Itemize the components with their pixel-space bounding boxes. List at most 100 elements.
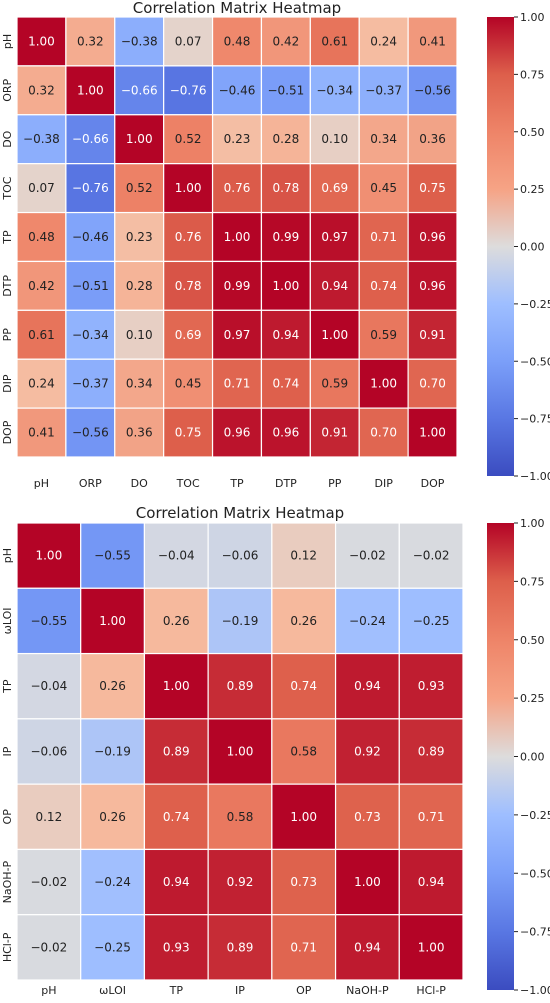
heatmap-cell	[16, 114, 67, 165]
cell-value-label: 0.74	[290, 679, 317, 693]
cell-value-label: 0.24	[28, 377, 55, 391]
cell-value-label: 1.00	[370, 377, 397, 391]
heatmap-cell	[260, 211, 311, 263]
colorbar-tick-label: −0.75	[520, 413, 550, 426]
heatmap-cell	[407, 358, 458, 409]
y-tick-label: ORP	[1, 79, 14, 102]
cell-value-label: 0.99	[273, 230, 300, 244]
heatmap-cell	[16, 16, 67, 67]
cell-value-label: −0.19	[222, 614, 259, 628]
cell-value-label: 0.78	[175, 279, 202, 293]
cell-value-label: 1.00	[77, 83, 104, 97]
cell-value-label: −0.56	[414, 83, 451, 97]
cell-value-label: 0.52	[126, 181, 153, 195]
heatmap-cell	[16, 914, 82, 981]
cell-value-label: 0.71	[370, 230, 397, 244]
cell-value-label: 0.94	[354, 679, 381, 693]
x-tick-label: DO	[131, 477, 148, 490]
heatmap-cell	[114, 260, 165, 311]
cell-value-label: 0.28	[273, 132, 300, 146]
heatmap-cell	[143, 652, 209, 720]
heatmap-cell	[163, 211, 214, 263]
cell-value-label: 0.92	[227, 875, 254, 889]
heatmap-cell	[80, 914, 146, 981]
heatmap-cell	[271, 783, 337, 851]
cell-value-label: −0.56	[72, 426, 109, 440]
heatmap-cell	[143, 718, 209, 785]
heatmap-cell	[65, 16, 116, 67]
colorbar-tick-label: 1.00	[520, 517, 545, 530]
heatmap-cell	[398, 587, 464, 655]
heatmap-cell	[271, 652, 337, 720]
cell-value-label: 0.26	[290, 614, 317, 628]
cell-value-label: 0.36	[419, 132, 446, 146]
cell-value-label: −0.38	[23, 132, 60, 146]
cell-value-label: 0.12	[35, 810, 62, 824]
heatmap-cell	[16, 260, 67, 311]
cell-value-label: 0.74	[370, 279, 397, 293]
colorbar: 1.00 0.75 0.50 0.25 0.00 −0.25 −0.50 −0.75 −1.00	[487, 11, 550, 483]
x-tick-label: TP	[229, 477, 244, 490]
heatmap-cell	[309, 407, 360, 458]
cell-value-label: −0.34	[72, 328, 109, 342]
cell-value-label: 1.00	[419, 426, 446, 440]
cell-value-label: 0.71	[224, 377, 251, 391]
cell-value-label: 0.10	[321, 132, 348, 146]
heatmap-cell	[16, 652, 82, 720]
cell-value-label: 0.07	[175, 34, 202, 48]
cell-value-label: −0.06	[30, 745, 67, 759]
cell-value-label: 0.61	[28, 328, 55, 342]
heatmap-cell	[211, 407, 263, 458]
cell-value-label: 0.73	[290, 875, 317, 889]
heatmap-cell	[207, 587, 273, 655]
heatmap-cell	[16, 163, 67, 214]
cell-value-label: 0.96	[224, 426, 251, 440]
cell-value-label: 1.00	[175, 181, 202, 195]
y-tick-label: DOP	[1, 420, 14, 444]
colorbar-gradient	[487, 17, 514, 476]
cell-value-label: 0.59	[370, 328, 397, 342]
x-tick-label: DOP	[421, 477, 445, 490]
cell-value-label: 0.41	[28, 426, 55, 440]
heatmap-cell	[211, 309, 263, 360]
cell-value-label: −0.37	[365, 83, 402, 97]
heatmap-cell	[398, 848, 464, 916]
heatmap-cell	[143, 522, 209, 589]
heatmap-cell	[65, 407, 116, 458]
heatmap-cell	[65, 309, 116, 360]
cell-value-label: −0.04	[30, 679, 67, 693]
x-tick-label: TP	[169, 984, 184, 997]
heatmap-cell	[143, 848, 209, 916]
heatmap-cell	[143, 587, 209, 655]
heatmap-cell	[398, 718, 464, 785]
heatmap-cell	[16, 309, 67, 360]
cell-value-label: −0.51	[72, 279, 109, 293]
heatmap-cell	[398, 522, 464, 589]
heatmap-cell	[163, 358, 214, 409]
x-tick-label: ωLOI	[99, 984, 126, 997]
y-tick-label: TOC	[1, 176, 14, 200]
cell-value-label: −0.24	[94, 875, 131, 889]
cell-value-label: 0.24	[370, 34, 397, 48]
heatmap-cell	[163, 260, 214, 311]
y-tick-label: PP	[1, 328, 14, 342]
cell-value-label: −0.04	[158, 549, 195, 563]
cell-value-label: 0.74	[163, 810, 190, 824]
y-tick-label: HCl-P	[1, 932, 14, 962]
heatmap-cell	[163, 163, 214, 214]
cell-value-label: 0.89	[227, 679, 254, 693]
heatmap-cell	[207, 652, 273, 720]
cell-value-label: 0.26	[99, 810, 126, 824]
cell-value-label: 0.34	[370, 132, 397, 146]
heatmap-cell	[114, 114, 165, 165]
cell-value-label: 0.45	[175, 377, 202, 391]
heatmap-cell	[398, 914, 464, 981]
heatmap-cell	[334, 652, 400, 720]
cell-value-label: 1.00	[126, 132, 153, 146]
cell-value-label: 0.92	[354, 745, 381, 759]
heatmap-cell	[16, 65, 67, 116]
cell-value-label: 0.07	[28, 181, 55, 195]
colorbar: 1.00 0.75 0.50 0.25 0.00 −0.25 −0.50 −0.75 −1.00	[487, 517, 550, 997]
cell-value-label: −0.02	[30, 940, 67, 954]
heatmap-cell	[358, 260, 409, 311]
